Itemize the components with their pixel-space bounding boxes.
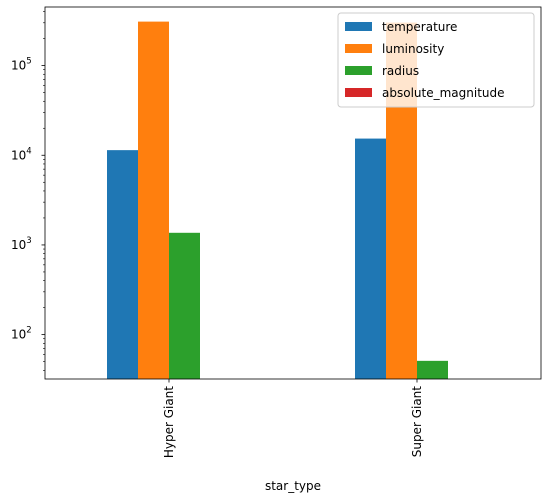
legend-swatch-absolute_magnitude xyxy=(345,88,372,97)
bar-radius-super-giant xyxy=(417,360,448,379)
bar-radius-hyper-giant xyxy=(169,232,200,379)
x-ticks: Hyper Giant Super Giant xyxy=(162,379,424,458)
plot-frame xyxy=(44,6,542,380)
bar-temperature-hyper-giant xyxy=(107,150,138,379)
bars-group xyxy=(107,21,448,380)
legend-box xyxy=(337,12,535,108)
legend-swatch-luminosity xyxy=(345,44,372,53)
y-tick-label: 104 xyxy=(11,146,32,162)
bar-temperature-super-giant xyxy=(355,138,386,379)
y-tick-label: 105 xyxy=(11,57,32,73)
y-tick-label: 102 xyxy=(11,326,32,342)
legend-swatch-radius xyxy=(345,66,372,75)
y-tick-label: 103 xyxy=(11,236,32,252)
legend-label-luminosity: luminosity xyxy=(382,42,444,56)
legend-label-absolute_magnitude: absolute_magnitude xyxy=(382,86,505,100)
bar-luminosity-hyper-giant xyxy=(138,21,169,380)
x-axis-label: star_type xyxy=(265,479,321,493)
legend: temperature luminosity radius absolute_magn… xyxy=(337,12,535,108)
y-ticks: 102 103 104 105 xyxy=(11,57,45,342)
x-tick-label: Super Giant xyxy=(410,386,424,458)
legend-label-radius: radius xyxy=(382,64,419,78)
legend-swatch-temperature xyxy=(345,22,372,31)
legend-label-temperature: temperature xyxy=(382,20,457,34)
x-tick-label: Hyper Giant xyxy=(162,386,176,458)
